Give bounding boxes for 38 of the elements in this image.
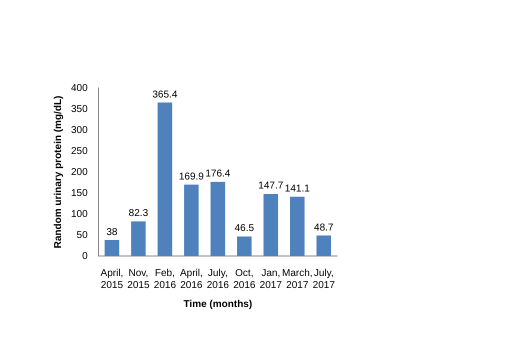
data-label: 169.9 — [178, 171, 204, 182]
data-label: 48.7 — [314, 222, 334, 234]
x-tick-label: July, 2016 — [206, 268, 230, 291]
x-tick-label: Oct, 2016 — [233, 268, 256, 291]
x-tick-label: April, 2016 — [180, 268, 203, 291]
bar — [131, 221, 146, 256]
x-axis-title: Time (months) — [183, 298, 252, 310]
y-tick-label: 300 — [70, 124, 88, 136]
x-tick-label: July, 2017 — [312, 268, 336, 291]
bar — [158, 102, 172, 256]
bar — [290, 196, 305, 256]
bar — [210, 182, 226, 256]
data-label: 176.4 — [205, 168, 231, 180]
y-tick-label: 0 — [82, 250, 88, 262]
bar — [316, 236, 332, 256]
x-tick-label: April, 2015 — [100, 268, 124, 291]
bar — [264, 194, 278, 256]
bar — [237, 236, 252, 256]
y-tick-label: 250 — [70, 146, 88, 157]
data-label: 38 — [106, 226, 118, 238]
bar — [184, 184, 199, 256]
y-tick-label: 200 — [70, 166, 88, 178]
data-label: 82.3 — [128, 208, 149, 220]
y-tick-label: 150 — [70, 188, 88, 199]
bar — [104, 240, 120, 256]
data-label: 46.5 — [234, 223, 254, 234]
x-tick-label: Jan, 2017 — [260, 268, 282, 291]
data-label: 365.4 — [152, 89, 178, 100]
y-tick-label: 50 — [76, 230, 88, 241]
y-axis-title: Random urinary protein (mg/dL) — [52, 96, 64, 248]
y-tick-label: 400 — [70, 82, 88, 94]
x-tick-label: March, 2017 — [282, 268, 313, 291]
y-tick-label: 100 — [70, 208, 88, 220]
data-label: 141.1 — [284, 183, 310, 194]
x-tick-label: Nov, 2015 — [127, 268, 150, 291]
y-tick-label: 350 — [70, 104, 88, 115]
data-label: 147.7 — [258, 180, 284, 192]
x-tick-label: Feb, 2016 — [154, 268, 176, 291]
